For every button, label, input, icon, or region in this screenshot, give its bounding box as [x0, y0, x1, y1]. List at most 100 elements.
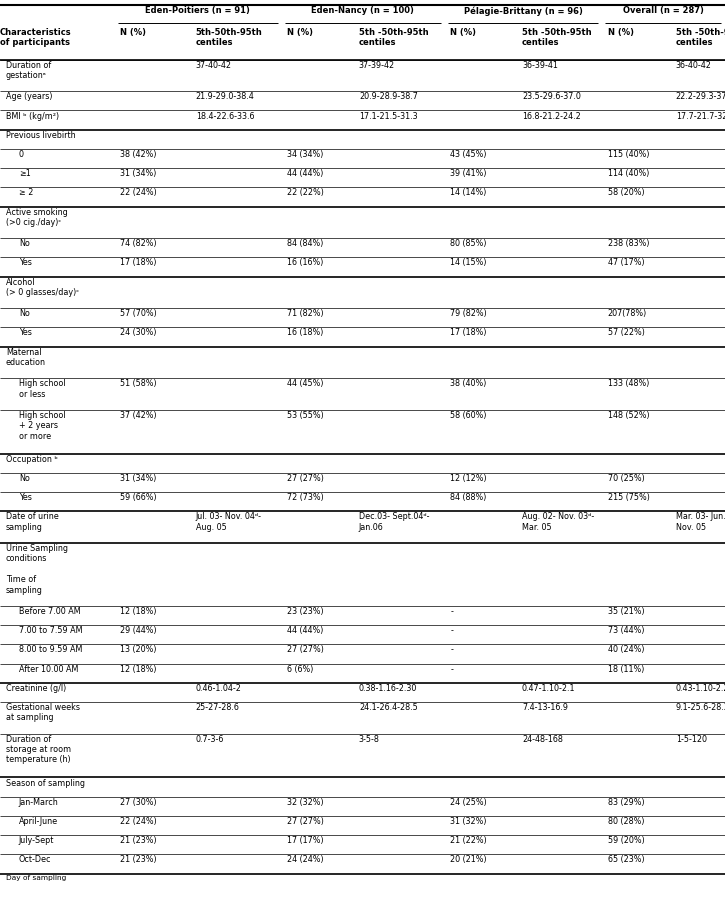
- Text: -: -: [450, 607, 453, 616]
- Text: 7.00 to 7.59 AM: 7.00 to 7.59 AM: [19, 626, 83, 635]
- Text: 70 (25%): 70 (25%): [608, 474, 645, 483]
- Text: July-Sept: July-Sept: [19, 836, 54, 845]
- Text: 71 (82%): 71 (82%): [287, 310, 324, 318]
- Text: 21 (23%): 21 (23%): [120, 836, 157, 845]
- Text: 0.7-3-6: 0.7-3-6: [196, 735, 224, 743]
- Text: 114 (40%): 114 (40%): [608, 169, 649, 178]
- Text: 18.4-22.6-33.6: 18.4-22.6-33.6: [196, 111, 254, 121]
- Text: Eden-Poitiers (n = 91): Eden-Poitiers (n = 91): [146, 6, 250, 16]
- Text: 36-39-41: 36-39-41: [522, 61, 558, 69]
- Text: 59 (20%): 59 (20%): [608, 836, 645, 845]
- Text: 9.1-25.6-28.3: 9.1-25.6-28.3: [676, 703, 725, 712]
- Text: No: No: [19, 310, 30, 318]
- Text: ≥ 2: ≥ 2: [19, 188, 33, 197]
- Text: Gestational weeks
at sampling: Gestational weeks at sampling: [6, 703, 80, 722]
- Text: 24 (30%): 24 (30%): [120, 329, 157, 338]
- Text: 17.1-21.5-31.3: 17.1-21.5-31.3: [359, 111, 418, 121]
- Text: 5th -50th-95th
centiles: 5th -50th-95th centiles: [359, 27, 428, 47]
- Text: Characteristics
of participants: Characteristics of participants: [0, 27, 72, 47]
- Text: 44 (44%): 44 (44%): [287, 169, 323, 178]
- Text: 27 (27%): 27 (27%): [287, 645, 324, 655]
- Text: 31 (34%): 31 (34%): [120, 169, 157, 178]
- Text: No: No: [19, 239, 30, 248]
- Text: 24 (25%): 24 (25%): [450, 798, 487, 807]
- Text: 17.7-21.7-32.2: 17.7-21.7-32.2: [676, 111, 725, 121]
- Text: Oct-Dec: Oct-Dec: [19, 855, 51, 865]
- Text: Dec.03- Sept.04ᵈ-
Jan.06: Dec.03- Sept.04ᵈ- Jan.06: [359, 512, 429, 531]
- Text: N (%): N (%): [450, 27, 476, 37]
- Text: 31 (32%): 31 (32%): [450, 817, 486, 826]
- Text: 238 (83%): 238 (83%): [608, 239, 649, 248]
- Text: 37-39-42: 37-39-42: [359, 61, 395, 69]
- Text: 5th-50th-95th
centiles: 5th-50th-95th centiles: [196, 27, 262, 47]
- Text: 35 (21%): 35 (21%): [608, 607, 645, 616]
- Text: Maternal
education: Maternal education: [6, 348, 46, 367]
- Text: 17 (18%): 17 (18%): [120, 258, 157, 268]
- Text: 12 (18%): 12 (18%): [120, 665, 157, 674]
- Text: -: -: [450, 645, 453, 655]
- Text: 37-40-42: 37-40-42: [196, 61, 232, 69]
- Text: 5th -50th-95th
centiles: 5th -50th-95th centiles: [522, 27, 592, 47]
- Text: Age (years): Age (years): [6, 92, 52, 101]
- Text: High school
+ 2 years
or more: High school + 2 years or more: [19, 411, 65, 441]
- Text: 65 (23%): 65 (23%): [608, 855, 645, 865]
- Text: 51 (58%): 51 (58%): [120, 379, 157, 388]
- Text: 21 (23%): 21 (23%): [120, 855, 157, 865]
- Text: 80 (28%): 80 (28%): [608, 817, 644, 826]
- Text: Aug. 02- Nov. 03ᵈ-
Mar. 05: Aug. 02- Nov. 03ᵈ- Mar. 05: [522, 512, 594, 531]
- Text: Overall (n = 287): Overall (n = 287): [623, 6, 704, 16]
- Text: N (%): N (%): [120, 27, 146, 37]
- Text: 73 (44%): 73 (44%): [608, 626, 644, 635]
- Text: 22 (24%): 22 (24%): [120, 817, 157, 826]
- Text: -: -: [450, 626, 453, 635]
- Text: 6 (6%): 6 (6%): [287, 665, 313, 674]
- Text: 24.1-26.4-28.5: 24.1-26.4-28.5: [359, 703, 418, 712]
- Text: 8.00 to 9.59 AM: 8.00 to 9.59 AM: [19, 645, 82, 655]
- Text: 13 (20%): 13 (20%): [120, 645, 157, 655]
- Text: 84 (84%): 84 (84%): [287, 239, 323, 248]
- Text: 27 (27%): 27 (27%): [287, 817, 324, 826]
- Text: 40 (24%): 40 (24%): [608, 645, 644, 655]
- Text: 27 (30%): 27 (30%): [120, 798, 157, 807]
- Text: 84 (88%): 84 (88%): [450, 493, 486, 502]
- Text: 5th -50th-95th
centiles: 5th -50th-95th centiles: [676, 27, 725, 47]
- Text: 47 (17%): 47 (17%): [608, 258, 645, 268]
- Text: ≥1: ≥1: [19, 169, 30, 178]
- Text: 17 (17%): 17 (17%): [287, 836, 324, 845]
- Text: 59 (66%): 59 (66%): [120, 493, 157, 502]
- Text: 23.5-29.6-37.0: 23.5-29.6-37.0: [522, 92, 581, 101]
- Text: 24-48-168: 24-48-168: [522, 735, 563, 743]
- Text: 207(78%): 207(78%): [608, 310, 647, 318]
- Text: 0.43-1.10-2.20: 0.43-1.10-2.20: [676, 684, 725, 693]
- Text: 148 (52%): 148 (52%): [608, 411, 649, 420]
- Text: Eden-Nancy (n = 100): Eden-Nancy (n = 100): [312, 6, 414, 16]
- Text: 12 (18%): 12 (18%): [120, 607, 157, 616]
- Text: 37 (42%): 37 (42%): [120, 411, 157, 420]
- Text: 72 (73%): 72 (73%): [287, 493, 324, 502]
- Text: 39 (41%): 39 (41%): [450, 169, 486, 178]
- Text: BMI ᵇ (kg/m²): BMI ᵇ (kg/m²): [6, 111, 59, 121]
- Text: 0.38-1.16-2.30: 0.38-1.16-2.30: [359, 684, 418, 693]
- Text: 16.8-21.2-24.2: 16.8-21.2-24.2: [522, 111, 581, 121]
- Text: 215 (75%): 215 (75%): [608, 493, 650, 502]
- Text: 24 (24%): 24 (24%): [287, 855, 324, 865]
- Text: Pélagie-Brittany (n = 96): Pélagie-Brittany (n = 96): [464, 6, 582, 16]
- Text: High school
or less: High school or less: [19, 379, 65, 399]
- Text: Jan-March: Jan-March: [19, 798, 59, 807]
- Text: 79 (82%): 79 (82%): [450, 310, 487, 318]
- Text: Date of urine
sampling: Date of urine sampling: [6, 512, 59, 531]
- Text: 14 (15%): 14 (15%): [450, 258, 486, 268]
- Text: 18 (11%): 18 (11%): [608, 665, 644, 674]
- Text: 57 (70%): 57 (70%): [120, 310, 157, 318]
- Text: 21 (22%): 21 (22%): [450, 836, 487, 845]
- Text: 43 (45%): 43 (45%): [450, 150, 486, 159]
- Text: Active smoking
(>0 cig./day)ᶜ: Active smoking (>0 cig./day)ᶜ: [6, 207, 67, 227]
- Text: 44 (45%): 44 (45%): [287, 379, 323, 388]
- Text: 22 (22%): 22 (22%): [287, 188, 324, 197]
- Text: 7.4-13-16.9: 7.4-13-16.9: [522, 703, 568, 712]
- Text: 16 (16%): 16 (16%): [287, 258, 323, 268]
- Text: 1-5-120: 1-5-120: [676, 735, 707, 743]
- Text: 80 (85%): 80 (85%): [450, 239, 486, 248]
- Text: Season of sampling: Season of sampling: [6, 779, 85, 788]
- Text: -: -: [450, 665, 453, 674]
